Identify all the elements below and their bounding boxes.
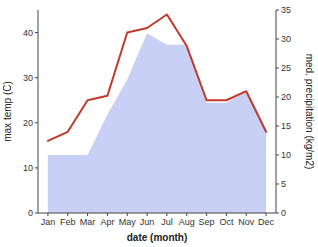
y-tick — [35, 122, 38, 123]
x-tick-label: Mar — [80, 217, 96, 227]
axes: Jan Feb Mar Apr MayJun Jul Aug Sep Oct NovDec 0 10 2… — [23, 5, 291, 227]
x-tick-label: Jul — [161, 217, 173, 227]
x-tick-label: Nov — [238, 217, 255, 227]
temp-line — [48, 15, 266, 141]
y2-tick-label: 0 — [281, 208, 286, 218]
x-tick — [127, 213, 128, 216]
x-tick-label: Dec — [258, 217, 275, 227]
y2-tick — [276, 126, 279, 127]
x-tick-label: Jun — [140, 217, 155, 227]
x-tick — [226, 213, 227, 216]
y2-tick-label: 10 — [281, 150, 291, 160]
y-tick-label: 30 — [23, 73, 33, 83]
y2-tick — [276, 10, 279, 11]
y-tick — [35, 77, 38, 78]
x-tick — [206, 213, 207, 216]
y-tick — [35, 167, 38, 168]
y2-tick — [276, 68, 279, 69]
y-tick-label: 20 — [23, 118, 33, 128]
x-tick-label: Sep — [199, 217, 215, 227]
x-tick — [67, 213, 68, 216]
x-axis-title: date (month) — [127, 232, 188, 243]
y2-tick — [276, 39, 279, 40]
y2-tick-label: 35 — [281, 5, 291, 15]
chart-container: Jan Feb Mar Apr MayJun Jul Aug Sep Oct NovDec 0 10 2… — [0, 0, 318, 247]
y2-tick-label: 30 — [281, 34, 291, 44]
x-tick — [87, 213, 88, 216]
chart: Jan Feb Mar Apr MayJun Jul Aug Sep Oct NovDec 0 10 2… — [0, 0, 318, 247]
y-tick-label: 40 — [23, 28, 33, 38]
y2-tick-label: 5 — [281, 179, 286, 189]
y-tick-label: 0 — [28, 208, 33, 218]
y2-tick — [276, 213, 279, 214]
y-tick — [35, 213, 38, 214]
y-axis-line — [38, 10, 39, 213]
x-tick — [246, 213, 247, 216]
y2-axis-title: med. precipitation (kg/m2) — [304, 54, 315, 170]
x-axis-line — [38, 213, 276, 214]
y2-tick — [276, 155, 279, 156]
x-tick-label: May — [119, 217, 137, 227]
precip-area — [48, 33, 266, 213]
x-tick — [147, 213, 148, 216]
y-axis-title: max temp (C) — [2, 81, 13, 142]
page: {"chart_data": {"type": "line", "categor… — [0, 0, 318, 247]
x-tick — [166, 213, 167, 216]
x-tick — [107, 213, 108, 216]
plot-area — [48, 15, 266, 213]
x-tick-label: Feb — [60, 217, 76, 227]
x-tick-label: Oct — [219, 217, 234, 227]
x-tick — [47, 213, 48, 216]
x-tick — [266, 213, 267, 216]
x-tick — [186, 213, 187, 216]
y-tick — [35, 32, 38, 33]
y2-tick — [276, 184, 279, 185]
x-tick-label: Apr — [100, 217, 114, 227]
y2-tick-label: 25 — [281, 63, 291, 73]
y-tick-label: 10 — [23, 163, 33, 173]
y2-tick-label: 20 — [281, 92, 291, 102]
y2-tick-label: 15 — [281, 121, 291, 131]
y2-axis-line — [276, 10, 277, 213]
x-tick-label: Jan — [41, 217, 56, 227]
x-tick-label: Aug — [179, 217, 195, 227]
y2-tick — [276, 97, 279, 98]
